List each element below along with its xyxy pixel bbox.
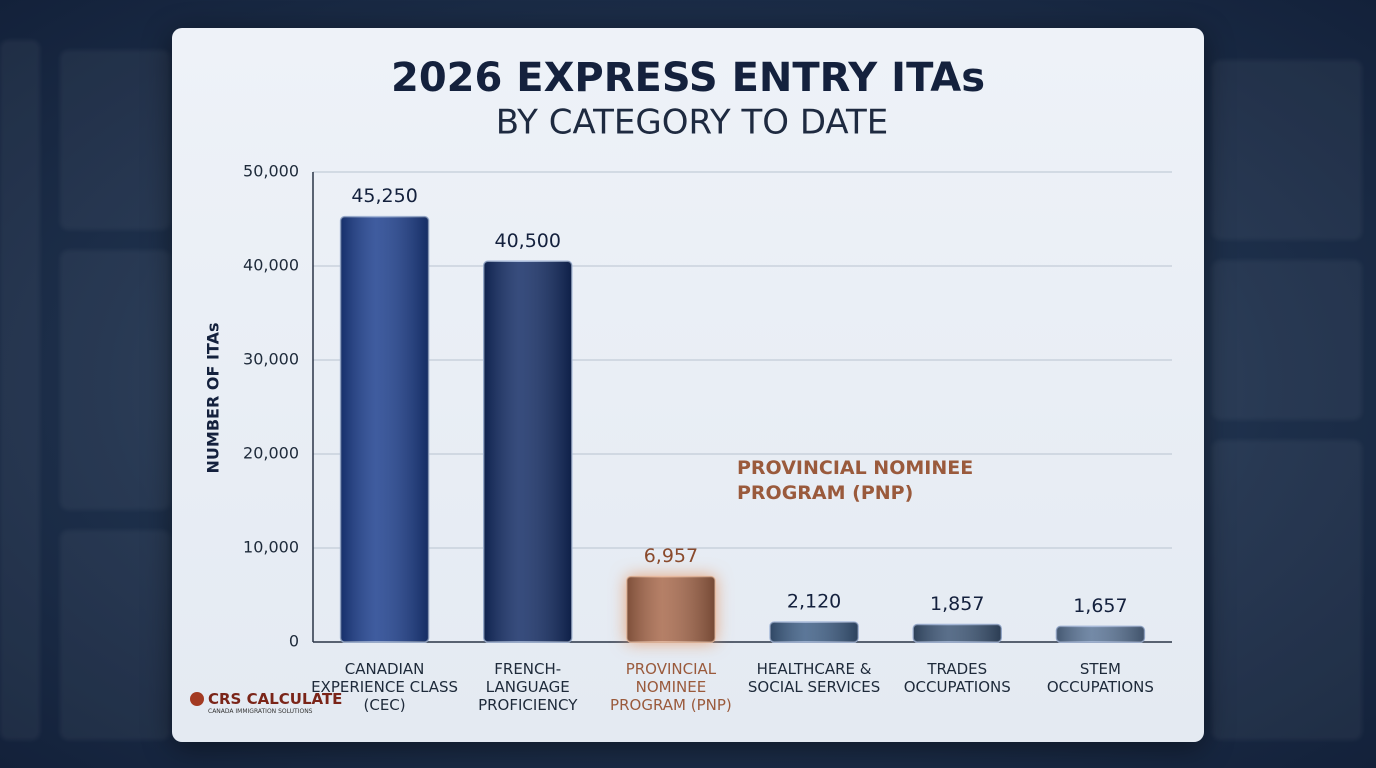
logo-name: CRS CALCULATE: [190, 690, 342, 708]
x-tick-label: FRENCH-LANGUAGE PROFICIENCY: [478, 660, 578, 714]
bar: [1055, 625, 1146, 643]
value-label: 2,120: [787, 591, 841, 613]
y-axis-label: NUMBER OF ITAs: [204, 323, 223, 474]
y-tick-label: 20,000: [243, 444, 299, 463]
logo-text: CRS CALCULATE: [208, 690, 343, 708]
value-label: 1,857: [930, 593, 984, 615]
x-tick-label: TRADES OCCUPATIONS: [903, 660, 1011, 696]
chart-title: 2026 EXPRESS ENTRY ITAs: [391, 55, 985, 101]
background-panel: [1212, 440, 1362, 740]
y-tick-label: 0: [289, 632, 299, 651]
background-panel: [60, 50, 170, 230]
annotation: PROVINCIAL NOMINEE PROGRAM (PNP): [737, 457, 974, 504]
background-panel: [60, 530, 170, 740]
background-panel: [60, 250, 170, 510]
value-label: 40,500: [495, 230, 561, 252]
x-tick-label: PROVINCIAL NOMINEE PROGRAM (PNP): [610, 660, 732, 714]
x-tick-label: CANADIAN EXPERIENCE CLASS (CEC): [311, 660, 459, 714]
background-panel: [1212, 260, 1362, 420]
chart-subtitle: BY CATEGORY TO DATE: [496, 103, 889, 143]
bar: [626, 575, 716, 643]
logo-tagline: CANADA IMMIGRATION SOLUTIONS: [208, 708, 313, 715]
value-label: 45,250: [351, 185, 417, 207]
y-tick-label: 30,000: [243, 350, 299, 369]
sidebar: [0, 40, 40, 740]
background-panel: [1212, 60, 1362, 240]
bar: [769, 621, 859, 643]
value-label: 1,657: [1073, 595, 1127, 617]
y-tick-label: 40,000: [243, 256, 299, 275]
bar: [912, 623, 1002, 643]
bar: [483, 260, 573, 643]
x-tick-label: HEALTHCARE & SOCIAL SERVICES: [747, 660, 881, 696]
x-tick-label: STEM OCCUPATIONS: [1046, 660, 1154, 696]
y-tick-label: 50,000: [243, 162, 299, 181]
bar: [339, 215, 430, 643]
logo: CRS CALCULATE CANADA IMMIGRATION SOLUTIO…: [190, 690, 342, 715]
y-tick-label: 10,000: [243, 538, 299, 557]
value-label: 6,957: [644, 545, 698, 567]
